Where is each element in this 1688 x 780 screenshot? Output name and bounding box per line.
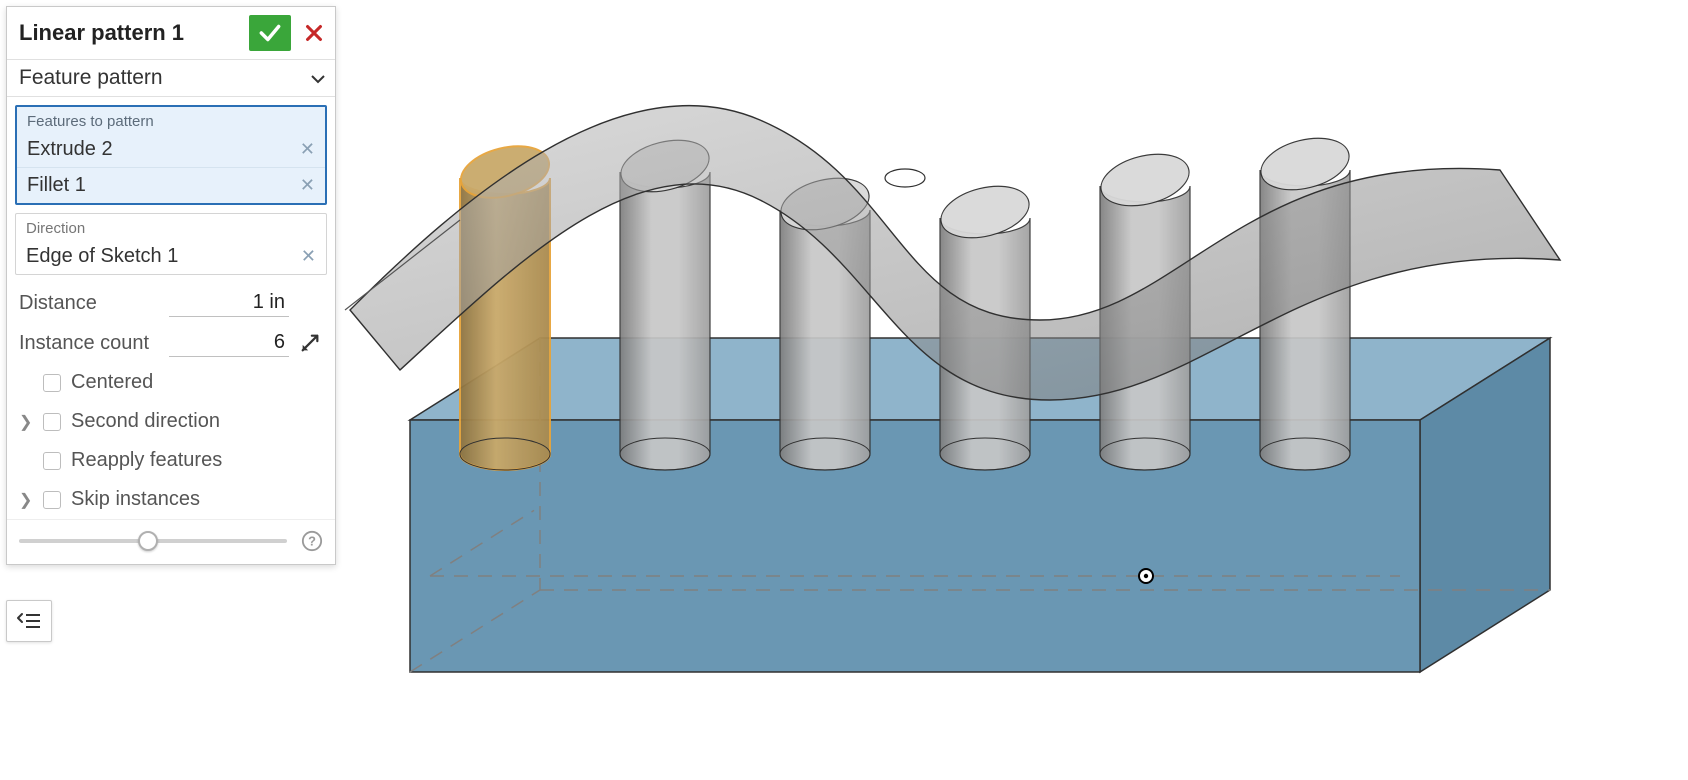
instance-input[interactable] (169, 329, 289, 357)
direction-section[interactable]: Direction Edge of Sketch 1 ✕ (15, 213, 327, 275)
distance-row: Distance (7, 283, 335, 323)
instance-label: Instance count (19, 332, 169, 355)
check-icon (257, 20, 283, 46)
dialog-footer: ? (7, 519, 335, 564)
features-to-pattern-section[interactable]: Features to pattern Extrude 2 ✕ Fillet 1 ✕ (15, 105, 327, 205)
centered-label: Centered (71, 371, 153, 394)
dialog-header: Linear pattern 1 (7, 7, 335, 60)
pattern-type-value: Feature pattern (19, 66, 163, 90)
close-icon (303, 22, 325, 44)
second-direction-label: Second direction (71, 410, 220, 433)
expand-skip-icon[interactable]: ❯ (19, 490, 33, 510)
collapse-panel-button[interactable] (6, 600, 52, 642)
list-collapse-icon (16, 610, 42, 632)
dialog-title: Linear pattern 1 (19, 20, 249, 46)
feature-chip[interactable]: Fillet 1 ✕ (17, 167, 325, 203)
centered-checkbox[interactable] (43, 374, 61, 392)
direction-label: Direction (16, 214, 326, 239)
remove-feature-icon[interactable]: ✕ (300, 139, 315, 160)
skip-label: Skip instances (71, 488, 200, 511)
chevron-down-icon (311, 66, 325, 90)
help-button[interactable]: ? (301, 530, 323, 552)
feature-chip-label: Fillet 1 (27, 174, 86, 197)
opacity-slider[interactable] (19, 539, 287, 543)
feature-chip-label: Extrude 2 (27, 138, 113, 161)
cancel-button[interactable] (301, 20, 327, 46)
features-label: Features to pattern (17, 107, 325, 132)
distance-input[interactable] (169, 289, 289, 317)
second-direction-row: ❯ Second direction (7, 402, 335, 441)
drag-handle-icon[interactable] (297, 332, 323, 354)
reapply-label: Reapply features (71, 449, 222, 472)
expand-second-direction-icon[interactable]: ❯ (19, 412, 33, 432)
skip-checkbox[interactable] (43, 491, 61, 509)
slider-thumb[interactable] (138, 531, 158, 551)
confirm-button[interactable] (249, 15, 291, 51)
pattern-type-dropdown[interactable]: Feature pattern (7, 60, 335, 97)
feature-chip[interactable]: Extrude 2 ✕ (17, 132, 325, 167)
second-direction-checkbox[interactable] (43, 413, 61, 431)
remove-feature-icon[interactable]: ✕ (300, 175, 315, 196)
direction-chip[interactable]: Edge of Sketch 1 ✕ (16, 239, 326, 274)
skip-row: ❯ Skip instances (7, 480, 335, 519)
instance-row: Instance count (7, 323, 335, 363)
reapply-row: Reapply features (7, 441, 335, 480)
distance-label: Distance (19, 292, 169, 315)
reapply-checkbox[interactable] (43, 452, 61, 470)
linear-pattern-dialog: Linear pattern 1 Feature pattern Feature… (6, 6, 336, 565)
direction-value: Edge of Sketch 1 (26, 245, 178, 268)
remove-direction-icon[interactable]: ✕ (301, 246, 316, 267)
svg-text:?: ? (308, 534, 316, 549)
centered-row: Centered (7, 363, 335, 402)
